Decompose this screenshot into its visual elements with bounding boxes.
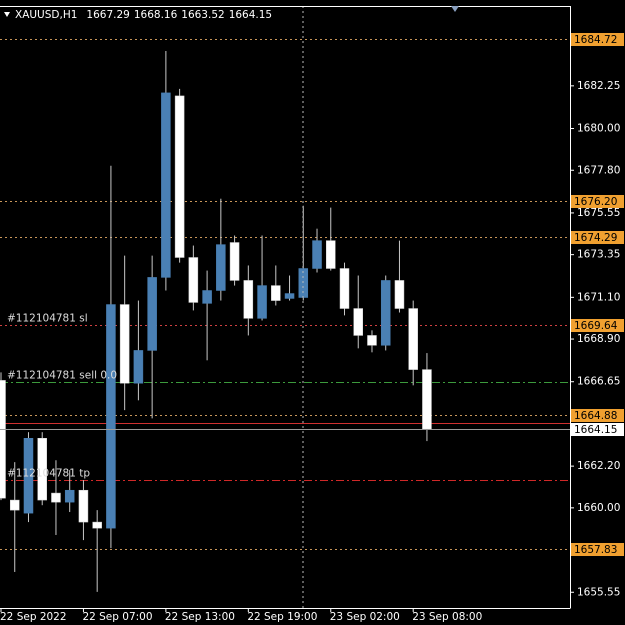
candle-body-up	[64, 489, 75, 503]
candle-body-up	[106, 304, 116, 529]
header-high: 1668.16	[134, 9, 178, 21]
candle-body-up	[161, 92, 171, 278]
candle-body-down	[0, 380, 6, 499]
hline-tag: 1684.72	[574, 34, 617, 46]
candle-body-down	[174, 95, 185, 258]
hline-tag: 1664.88	[574, 410, 617, 422]
chart-header: XAUUSD,H1 1667.29 1668.16 1663.52 1664.15	[15, 9, 272, 21]
candle-body-down	[229, 242, 240, 281]
hline-tag-bg	[571, 33, 624, 46]
order-label: #112104781 tp	[7, 468, 90, 480]
menu-icon	[4, 12, 10, 17]
x-tick-label: 22 Sep 07:00	[82, 611, 152, 623]
x-tick-label: 22 Sep 19:00	[247, 611, 317, 623]
bid-tag-bg	[571, 423, 624, 436]
candle-body-down	[243, 280, 254, 319]
candle-body-down	[119, 304, 130, 384]
candle-body-down	[188, 257, 199, 303]
order-tag: 1669.64	[574, 320, 618, 332]
x-tick-label: 22 Sep 2022	[0, 611, 67, 623]
bid-tag: 1664.15	[574, 424, 617, 436]
hline-tag: 1657.83	[574, 544, 617, 556]
header-close: 1664.15	[229, 9, 272, 21]
candle-body-up	[284, 293, 295, 299]
candle-body-up	[147, 277, 157, 351]
candle-body-up	[380, 280, 391, 346]
plot-area	[0, 39, 570, 592]
candle-body-down	[339, 268, 350, 309]
candle-body-up	[312, 240, 322, 269]
hline-tag-bg	[571, 231, 624, 244]
header-low: 1663.52	[181, 9, 224, 21]
hline-tag-bg	[571, 409, 624, 422]
y-tick-label: 1671.10	[577, 291, 620, 303]
y-tick-label: 1677.80	[577, 164, 620, 176]
candle-body-up	[216, 244, 226, 291]
y-tick-label: 1675.55	[577, 207, 620, 219]
candle-body-down	[92, 521, 102, 529]
y-tick-label: 1673.35	[577, 249, 620, 261]
x-tick-label: 22 Sep 13:00	[165, 611, 235, 623]
y-tick-label: 1666.65	[577, 376, 620, 388]
header-open: 1667.29	[86, 9, 129, 21]
order-tag-bg	[571, 319, 624, 332]
order-label: #112104781 sell 0.0	[7, 370, 117, 382]
candle-body-down	[367, 335, 377, 346]
candle-body-down	[78, 489, 89, 523]
x-tick-label: 23 Sep 02:00	[330, 611, 400, 623]
candle-body-down	[271, 285, 281, 301]
candle-body-down	[37, 437, 47, 501]
candle-body-down	[326, 240, 336, 269]
y-tick-label: 1680.00	[577, 123, 620, 135]
y-tick-label: 1655.55	[577, 586, 620, 598]
y-tick-label: 1682.25	[577, 80, 620, 92]
candle-body-down	[394, 280, 405, 309]
candle-body-up	[202, 290, 212, 304]
candle-body-down	[408, 308, 418, 370]
candle-body-up	[23, 437, 34, 514]
hline-tag: 1674.29	[574, 232, 617, 244]
candle-body-down	[9, 499, 20, 511]
candle-body-down	[51, 492, 61, 503]
hline-tag: 1676.20	[574, 196, 617, 208]
candle-body-down	[353, 308, 363, 336]
y-tick-label: 1668.90	[577, 333, 620, 345]
x-tick-label: 23 Sep 08:00	[412, 611, 482, 623]
order-label: #112104781 sl	[7, 313, 88, 325]
chart-title: XAUUSD,H1	[15, 9, 77, 21]
candle-body-down	[422, 369, 432, 430]
y-tick-label: 1660.00	[577, 502, 620, 514]
shift-marker	[451, 6, 459, 12]
y-tick-label: 1662.20	[577, 460, 620, 472]
hline-tag-bg	[571, 195, 624, 208]
hline-tag-bg	[571, 543, 624, 556]
candle-body-up	[133, 350, 144, 384]
candle-body-up	[257, 285, 267, 319]
